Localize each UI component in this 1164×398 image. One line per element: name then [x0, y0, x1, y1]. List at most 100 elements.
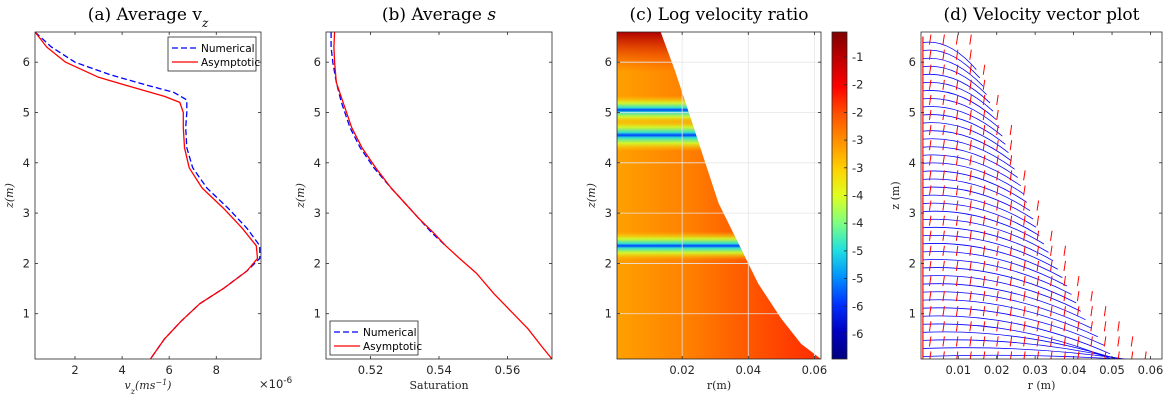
vector-arrow-red	[955, 200, 959, 211]
vector-arrow-red	[969, 230, 972, 241]
legend-entry: Asymptotic	[363, 341, 422, 353]
vector-arrow-red	[1009, 140, 1013, 151]
vector-arrow-red	[1009, 291, 1013, 302]
colorbar-tick-label: -5	[852, 244, 863, 258]
vector-arrow-red	[942, 306, 945, 317]
vector-arrow-blue	[922, 186, 1034, 220]
vector-arrow-red	[1077, 351, 1080, 359]
vector-arrow-red	[1050, 291, 1053, 302]
vector-arrow-blue	[922, 130, 1012, 162]
vector-arrow-red	[942, 336, 945, 347]
vector-arrow-red	[969, 291, 972, 302]
vector-arrow-red	[928, 140, 932, 151]
vector-arrow-red	[982, 215, 986, 226]
x-tick-label: 0.06	[802, 363, 828, 377]
colorbar-tick-label: -2	[852, 78, 863, 92]
vector-arrow-red	[1036, 215, 1040, 226]
vector-arrow-red	[1103, 336, 1107, 347]
vector-arrow-red	[969, 215, 972, 226]
vector-arrow-blue	[922, 315, 1111, 355]
vector-arrow-red	[1023, 215, 1026, 226]
vector-arrow-red	[928, 34, 932, 45]
vector-arrow-blue	[922, 114, 1006, 145]
vector-arrow-red	[1036, 275, 1040, 287]
vector-arrow-red	[942, 125, 945, 136]
x-tick-label: 0.52	[358, 363, 384, 377]
vector-arrow-red	[969, 336, 972, 347]
vector-arrow-red	[1009, 275, 1013, 287]
y-tick-label: 5	[605, 105, 612, 119]
vector-arrow-red	[1090, 291, 1093, 302]
legend: Numerical Asymptotic	[167, 36, 260, 72]
vector-arrow-red	[1023, 306, 1026, 317]
heat-band	[617, 119, 821, 152]
series-line-asymptotic	[333, 32, 552, 359]
vector-arrow-red	[1050, 336, 1053, 347]
vector-arrow-red	[1036, 245, 1040, 256]
vector-arrow-red	[928, 155, 932, 166]
vector-arrow-blue	[922, 283, 1086, 321]
chart-title: (b) Average s	[382, 5, 496, 25]
series-line-asymptotic	[35, 32, 259, 359]
vector-arrow-red	[969, 245, 972, 256]
vector-arrow-red	[942, 351, 945, 359]
vector-arrow-red	[942, 34, 945, 45]
y-tick-label: 1	[23, 307, 30, 321]
vector-arrow-red	[942, 49, 945, 60]
vector-arrow-red	[1063, 351, 1066, 359]
vector-arrow-red	[1009, 155, 1013, 166]
vector-arrow-red	[928, 64, 932, 75]
legend-entry: Numerical	[201, 43, 255, 55]
vector-arrow-red	[928, 260, 932, 272]
vector-arrow-red	[1036, 351, 1040, 359]
vector-arrow-red	[996, 336, 999, 347]
vector-arrow-red	[955, 321, 959, 332]
vector-arrow-red	[1023, 291, 1026, 302]
colorbar-tick-label: -3	[852, 161, 863, 175]
vector-arrow-red	[1090, 321, 1093, 332]
vector-arrow-red	[955, 336, 959, 347]
vector-arrow-red	[928, 306, 932, 317]
vector-arrow-red	[1063, 245, 1066, 256]
vector-arrow-red	[982, 336, 986, 347]
vector-arrow-red	[955, 260, 959, 272]
vector-arrow-red	[955, 245, 959, 256]
vector-arrow-red	[942, 64, 945, 75]
chart-title: (a) Average vz	[88, 5, 209, 30]
vector-arrow-red	[1036, 336, 1040, 347]
vector-arrow-red	[982, 125, 986, 136]
vector-arrow-blue	[922, 154, 1021, 187]
vector-arrow-red	[929, 351, 932, 359]
vector-arrow-red	[1023, 351, 1026, 359]
vector-arrow-red	[955, 94, 959, 105]
vector-arrow-red	[1009, 230, 1013, 241]
colorbar-tick-label: -6	[852, 327, 863, 341]
vector-arrow-red	[982, 94, 986, 105]
vector-arrow-red	[982, 230, 986, 241]
vector-arrow-red	[996, 260, 999, 272]
vector-arrow-blue	[922, 354, 1125, 359]
vector-arrow-red	[942, 321, 945, 332]
vector-arrow-red	[1090, 336, 1093, 347]
vector-arrow-red	[996, 140, 999, 151]
heatmap-field	[617, 32, 821, 359]
legend-entry: Asymptotic	[201, 57, 260, 69]
vector-arrow-red	[996, 155, 999, 166]
vector-arrow-red	[942, 94, 945, 105]
y-tick-label: 3	[314, 206, 321, 220]
x-tick-label: 0.06	[1138, 363, 1164, 377]
vector-arrow-red	[942, 215, 945, 226]
vector-arrow-red	[1050, 245, 1053, 256]
y-tick-label: 4	[23, 156, 30, 170]
series-line-numerical	[330, 32, 447, 247]
vector-arrow-red	[955, 185, 959, 196]
vector-arrow-red	[955, 34, 959, 45]
vector-arrow-red	[1009, 125, 1013, 136]
heat-top-band	[617, 32, 821, 73]
vector-arrow-red	[1076, 336, 1080, 347]
vector-arrow-red	[969, 94, 972, 105]
y-tick-label: 1	[314, 307, 321, 321]
vector-arrow-red	[1130, 336, 1134, 347]
colorbar-tick-label: -2	[852, 105, 863, 119]
axes-box	[920, 31, 1163, 360]
